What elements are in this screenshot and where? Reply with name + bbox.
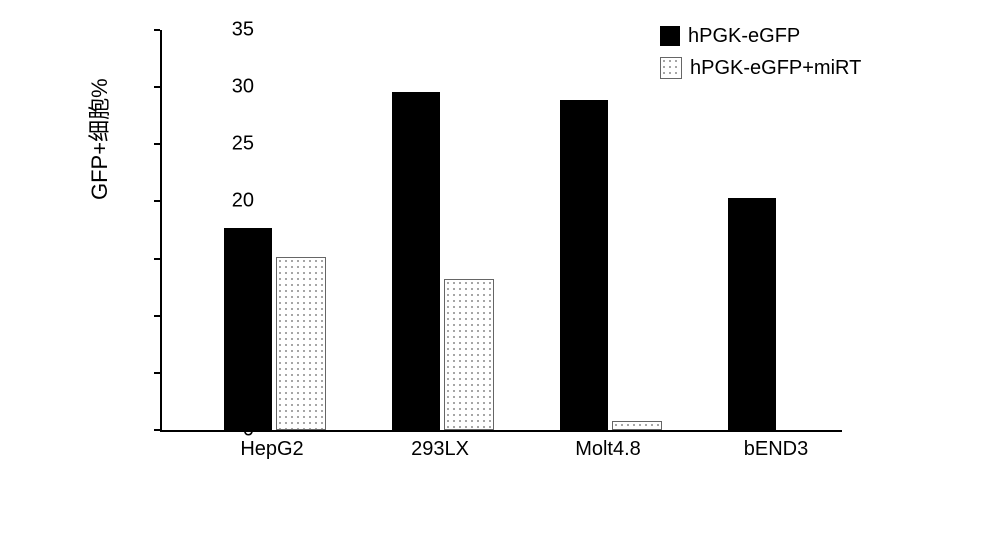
legend-swatch-solid-icon (660, 26, 680, 46)
plot-area (160, 30, 842, 432)
bar (728, 198, 776, 430)
legend: hPGK-eGFP hPGK-eGFP+miRT (660, 20, 861, 84)
x-tick-label: bEND3 (744, 438, 808, 461)
y-tick (154, 143, 160, 145)
legend-row: hPGK-eGFP (660, 20, 861, 52)
y-tick (154, 315, 160, 317)
bar (444, 279, 494, 430)
x-tick-label: HepG2 (240, 438, 303, 461)
y-tick (154, 86, 160, 88)
chart-wrap: GFP+细胞% hPGK-eGFP hPGK-eGFP+miRT 0510152… (100, 20, 950, 510)
y-tick (154, 429, 160, 431)
bar (612, 421, 662, 430)
y-tick-label: 10 (214, 304, 254, 327)
y-tick-label: 20 (214, 190, 254, 213)
bar (392, 92, 440, 430)
legend-label-1: hPGK-eGFP+miRT (690, 57, 861, 80)
bar (560, 100, 608, 430)
bar (276, 257, 326, 430)
legend-row: hPGK-eGFP+miRT (660, 52, 861, 84)
x-tick-label: 293LX (411, 438, 469, 461)
y-tick-label: 5 (214, 361, 254, 384)
legend-label-0: hPGK-eGFP (688, 25, 800, 48)
x-tick-label: Molt4.8 (575, 438, 641, 461)
y-tick-label: 25 (214, 133, 254, 156)
y-tick-label: 35 (214, 19, 254, 42)
y-tick-label: 15 (214, 247, 254, 270)
y-axis-title: GFP+细胞% (82, 78, 114, 200)
y-tick (154, 258, 160, 260)
y-tick (154, 29, 160, 31)
y-tick (154, 372, 160, 374)
y-tick-label: 30 (214, 76, 254, 99)
y-tick (154, 200, 160, 202)
legend-swatch-dotted-icon (660, 57, 682, 79)
